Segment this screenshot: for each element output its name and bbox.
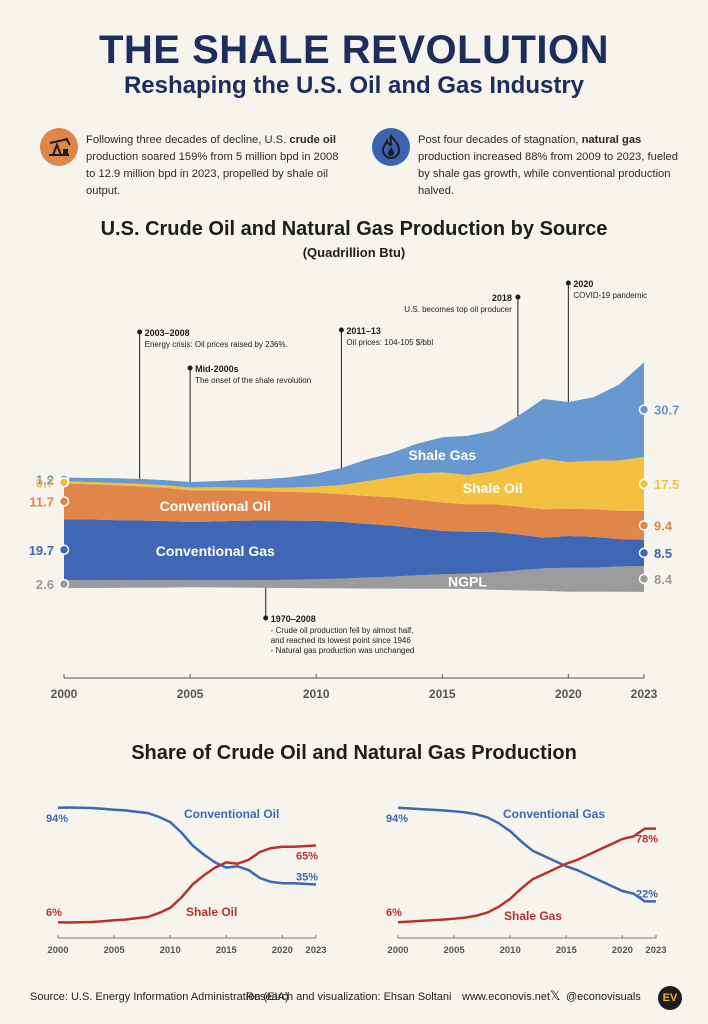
- annotation-title: 2018: [492, 293, 512, 303]
- oil-pump-icon: [40, 128, 78, 166]
- annotation-text: U.S. becomes top oil producer: [404, 305, 512, 314]
- annotation-dot: [338, 327, 344, 333]
- end-value-label: 9.4: [654, 518, 673, 533]
- annotation-title: 2011–13: [346, 326, 381, 336]
- end-value-label: 30.7: [654, 403, 679, 418]
- series-label: Conventional Oil: [160, 498, 271, 514]
- share-x-tick-label: 2005: [444, 945, 466, 956]
- share-x-tick-label: 2020: [272, 945, 293, 956]
- share-chart-title: Share of Crude Oil and Natural Gas Produ…: [131, 742, 577, 764]
- series-label: Shale Gas: [408, 447, 476, 463]
- series-label: NGPL: [448, 573, 487, 589]
- annotation-text: The onset of the shale revolution: [195, 376, 311, 385]
- series-label: Conventional Gas: [156, 543, 275, 559]
- annotation-text: - Natural gas production was unchanged: [271, 646, 415, 655]
- area-conventional-oil: [64, 483, 644, 540]
- annotation-title: 2003–2008: [145, 328, 190, 338]
- annotation-text: Oil prices: 104-105 $/bbl: [346, 338, 433, 347]
- share-end-low: 22%: [636, 888, 658, 900]
- start-value-label: 1.2: [36, 472, 54, 487]
- annotation-title: 2020: [573, 279, 593, 289]
- share-line-shale-gas: [397, 827, 656, 924]
- end-value-label: 8.4: [654, 572, 673, 587]
- share-x-tick-label: 2010: [500, 945, 521, 956]
- annotation-dot: [565, 280, 571, 286]
- share-x-tick-label: 2000: [47, 945, 68, 956]
- area-chart-unit: (Quadrillion Btu): [302, 245, 406, 260]
- share-x-tick-label: 2015: [216, 945, 238, 956]
- research-credit: Research and visualization: Ehsan Soltan…: [246, 991, 452, 1003]
- x-tick-label: 2015: [429, 687, 456, 701]
- share-x-tick-label: 2015: [556, 945, 578, 956]
- gas-intro-text: Post four decades of stagnation, natural…: [418, 134, 678, 197]
- end-marker: [638, 547, 650, 559]
- area-shale-gas: [64, 362, 644, 489]
- page-title: THE SHALE REVOLUTION: [98, 28, 610, 72]
- end-marker: [638, 404, 650, 415]
- x-logo-icon: 𝕏: [550, 988, 561, 1003]
- end-value-label: 8.5: [654, 546, 672, 561]
- share-x-tick-label: 2023: [305, 945, 326, 956]
- share-series-label: Shale Oil: [186, 905, 237, 919]
- oil-intro-text: Following three decades of decline, U.S.…: [86, 134, 339, 197]
- share-line-conventional-oil: [57, 806, 317, 886]
- share-series-label: Conventional Gas: [503, 807, 605, 821]
- end-marker: [638, 573, 650, 585]
- brand-logo: EV: [658, 986, 682, 1010]
- start-value-label: 0.7: [36, 475, 54, 490]
- website-link[interactable]: www.econovis.net: [462, 991, 551, 1003]
- end-marker: [638, 478, 650, 490]
- share-x-tick-label: 2020: [612, 945, 633, 956]
- share-x-tick-label: 2023: [645, 945, 666, 956]
- start-value-label: 11.7: [29, 494, 54, 509]
- annotation-dot: [515, 294, 521, 300]
- annotation-text: Energy crisis: Oil prices raised by 236%…: [145, 340, 288, 349]
- start-marker: [58, 496, 70, 507]
- annotation-text: COVID-19 pandemic: [573, 291, 647, 300]
- share-end-low: 35%: [296, 872, 318, 884]
- end-value-label: 17.5: [654, 477, 679, 492]
- annotation-dot: [263, 615, 269, 621]
- share-start-high: 94%: [46, 813, 68, 825]
- x-tick-label: 2010: [303, 687, 330, 701]
- share-x-tick-label: 2000: [387, 945, 408, 956]
- area-ngpl: [64, 565, 644, 592]
- share-start-low: 6%: [46, 907, 62, 919]
- share-end-high: 78%: [636, 834, 658, 846]
- annotation-dot: [137, 329, 143, 335]
- annotation-title: 1970–2008: [271, 614, 316, 624]
- x-tick-label: 2005: [177, 687, 204, 701]
- annotation-title: Mid-2000s: [195, 364, 239, 374]
- start-marker: [58, 544, 70, 556]
- area-shale-oil: [64, 456, 644, 511]
- page-subtitle: Reshaping the U.S. Oil and Gas Industry: [123, 72, 585, 99]
- share-series-label: Conventional Oil: [184, 807, 279, 821]
- source-text: Source: U.S. Energy Information Administ…: [30, 991, 289, 1003]
- x-tick-label: 2023: [631, 687, 658, 701]
- annotation-dot: [187, 365, 193, 371]
- share-end-high: 65%: [296, 851, 318, 863]
- flame-icon: [372, 128, 410, 166]
- share-line-conventional-gas: [397, 806, 656, 903]
- share-start-high: 94%: [386, 813, 408, 825]
- series-label: Shale Oil: [463, 480, 523, 496]
- share-x-tick-label: 2010: [160, 945, 181, 956]
- start-value-label: 19.7: [29, 543, 54, 558]
- area-chart-title: U.S. Crude Oil and Natural Gas Productio…: [100, 218, 608, 240]
- share-start-low: 6%: [386, 907, 402, 919]
- start-marker: [58, 578, 70, 590]
- area-conventional-gas: [64, 519, 644, 581]
- end-marker: [638, 520, 650, 531]
- x-tick-label: 2020: [555, 687, 582, 701]
- x-tick-label: 2000: [51, 687, 78, 701]
- annotation-text: - Crude oil production fell by almost ha…: [271, 626, 414, 635]
- social-handle[interactable]: @econovisuals: [566, 991, 641, 1003]
- start-marker: [58, 477, 70, 488]
- start-value-label: 2.6: [36, 577, 54, 592]
- share-series-label: Shale Gas: [504, 909, 562, 923]
- share-line-shale-oil: [57, 844, 317, 924]
- share-x-tick-label: 2005: [104, 945, 126, 956]
- annotation-text: and reached its lowest point since 1946: [271, 636, 412, 645]
